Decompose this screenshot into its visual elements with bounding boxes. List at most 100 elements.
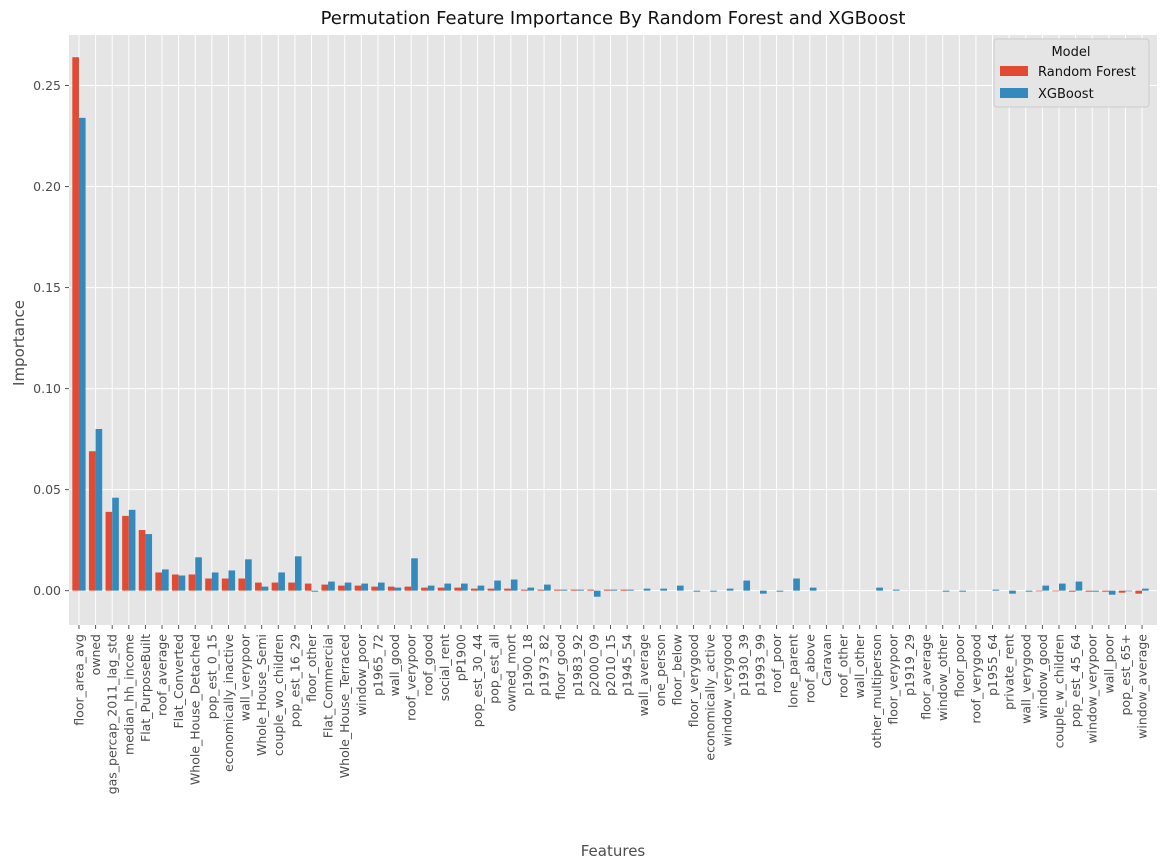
x-tick-label: p1983_92 (570, 634, 585, 696)
x-tick-label: pop_est_0_15 (204, 634, 219, 719)
bar-xgboost-one-person (660, 588, 667, 591)
x-tick-label: roof_average (155, 634, 170, 716)
bar-random-forest-p1900-18 (520, 589, 528, 591)
bar-random-forest-whole-house-terraced (338, 585, 345, 591)
x-tick-label: Whole_House_Terraced (337, 634, 352, 778)
bar-xgboost-flat-commercial (328, 581, 335, 591)
x-tick-label: roof_above (802, 634, 817, 703)
bar-random-forest-p1945-54 (620, 589, 628, 591)
x-tick-label: roof_good (420, 634, 435, 696)
legend-swatch-xgboost (1000, 88, 1028, 98)
bar-random-forest-p2010-15 (603, 589, 611, 591)
bar-xgboost-window-average (1142, 588, 1149, 591)
bar-random-forest-couple-wo-children (271, 582, 279, 591)
y-tick-label: 0.25 (33, 78, 61, 93)
x-tick-label: roof_poor (769, 633, 784, 693)
bar-xgboost-floor-other (311, 590, 319, 592)
y-axis-title: Importance (10, 300, 28, 386)
x-tick-label: p1973_82 (537, 634, 552, 696)
bar-random-forest-roof-average (155, 572, 163, 591)
bar-random-forest-window-verypoor (1085, 590, 1093, 592)
x-tick-label: roof_verypoor (404, 633, 419, 721)
bar-random-forest-flat-converted (171, 574, 179, 591)
x-tick-label: floor_below (669, 634, 684, 706)
bar-xgboost-pop-est-16-29 (294, 556, 302, 591)
bar-xgboost-gas-percap-2011-lag-std (112, 497, 119, 591)
bar-xgboost-floor-good (560, 589, 568, 591)
legend-swatch-random-forest (1000, 66, 1028, 76)
bar-xgboost-floor-area-avg (78, 117, 86, 591)
bar-xgboost-window-other (942, 590, 950, 592)
x-tick-label: p1993_99 (753, 634, 768, 696)
x-tick-label: owned_mort (503, 634, 518, 712)
bar-random-forest-floor-good (554, 589, 561, 591)
x-tick-label: window_verypoor (1085, 633, 1100, 744)
bar-xgboost-window-verygood (726, 588, 734, 591)
bar-random-forest-pop-est-0-15 (205, 578, 212, 591)
bar-xgboost-roof-good (427, 585, 435, 591)
bar-xgboost-p1973-82 (544, 584, 551, 591)
x-tick-label: wall_good (387, 634, 402, 696)
legend-title: Model (1051, 45, 1090, 60)
bar-random-forest-pp1900 (454, 587, 462, 591)
x-tick-label: couple_wo_children (271, 634, 286, 756)
x-tick-label: wall_verygood (1018, 634, 1033, 724)
bar-random-forest-floor-other (304, 583, 312, 591)
bar-xgboost-pop-est-all (494, 580, 501, 591)
bar-random-forest-gas-percap-2011-lag-std (105, 511, 113, 591)
bar-xgboost-whole-house-terraced (344, 582, 352, 591)
x-tick-label: window_verygood (719, 634, 734, 746)
bar-random-forest-median-hh-income (122, 515, 129, 591)
bar-xgboost-pop-est-65- (1125, 590, 1133, 592)
bar-random-forest-social-rent (437, 587, 445, 591)
x-tick-label: Flat_Converted (171, 634, 186, 729)
bar-random-forest-flat-commercial (321, 584, 329, 591)
bar-xgboost-other-multiperson (876, 587, 883, 591)
x-tick-label: pop_est_all (487, 634, 502, 704)
x-tick-label: p1965_72 (370, 634, 385, 696)
bar-xgboost-p1993-99 (760, 590, 767, 594)
x-tick-label: floor_good (553, 634, 568, 700)
x-tick-label: window_good (1035, 634, 1050, 719)
x-tick-label: couple_w_children (1051, 634, 1066, 748)
x-tick-label: Caravan (819, 634, 834, 686)
bar-xgboost-p1930-39 (743, 580, 751, 591)
legend: Model Random Forest XGBoost (993, 38, 1150, 108)
x-tick-label: roof_other (836, 633, 851, 698)
x-tick-label: economically_active (703, 634, 718, 761)
bar-random-forest-pop-est-45-64 (1068, 590, 1076, 592)
bar-random-forest-whole-house-detached (188, 574, 196, 591)
x-tick-label: p1900_18 (520, 634, 535, 696)
bar-xgboost-private-rent (1009, 590, 1016, 594)
bar-random-forest-flat-purposebuilt (138, 530, 146, 591)
x-tick-label: floor_area_avg (71, 634, 86, 726)
x-tick-label: roof_verygood (968, 634, 983, 724)
bar-xgboost-economically-inactive (228, 570, 236, 591)
legend-label-random-forest: Random Forest (1038, 65, 1136, 80)
bar-xgboost-floor-poor (959, 590, 966, 592)
bar-xgboost-p2000-09 (593, 590, 601, 597)
bar-xgboost-wall-verygood (1025, 590, 1033, 592)
chart-title: Permutation Feature Importance By Random… (321, 8, 906, 29)
bar-random-forest-roof-verypoor (404, 586, 412, 591)
bar-random-forest-window-poor (354, 585, 362, 591)
bar-xgboost-floor-verypoor (892, 589, 900, 591)
bar-xgboost-roof-average (162, 569, 169, 591)
bar-xgboost-social-rent (444, 583, 452, 591)
bar-random-forest-floor-area-avg (72, 57, 79, 591)
bar-xgboost-couple-wo-children (278, 572, 285, 591)
legend-label-xgboost: XGBoost (1038, 87, 1094, 102)
bar-xgboost-p2010-15 (610, 589, 618, 591)
y-tick-label: 0.20 (33, 179, 61, 194)
bar-random-forest-couple-w-children (1052, 590, 1059, 592)
bar-xgboost-lone-parent (793, 578, 800, 591)
y-tick-label: 0.10 (33, 381, 61, 396)
x-tick-label: floor_poor (952, 633, 967, 697)
bar-xgboost-median-hh-income (128, 509, 136, 591)
x-tick-label: private_rent (1002, 634, 1017, 710)
bar-random-forest-economically-inactive (221, 578, 229, 591)
bar-xgboost-p1965-72 (377, 582, 385, 591)
x-tick-label: wall_poor (1101, 633, 1116, 693)
x-tick-label: social_rent (437, 634, 452, 701)
x-tick-label: p1930_39 (736, 634, 751, 696)
